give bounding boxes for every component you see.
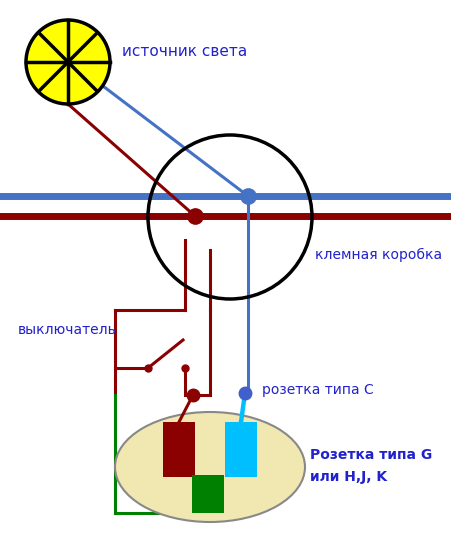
Text: или H,J, K: или H,J, K [310,470,387,484]
Ellipse shape [115,412,305,522]
Text: выключатель: выключатель [18,323,117,337]
Circle shape [26,20,110,104]
Text: источник света: источник света [122,44,247,59]
Bar [192,475,224,513]
Bar [163,422,195,477]
Bar [225,422,257,477]
Text: Розетка типа G: Розетка типа G [310,448,432,462]
Text: розетка типа С: розетка типа С [262,383,374,397]
Text: клемная коробка: клемная коробка [315,248,442,262]
